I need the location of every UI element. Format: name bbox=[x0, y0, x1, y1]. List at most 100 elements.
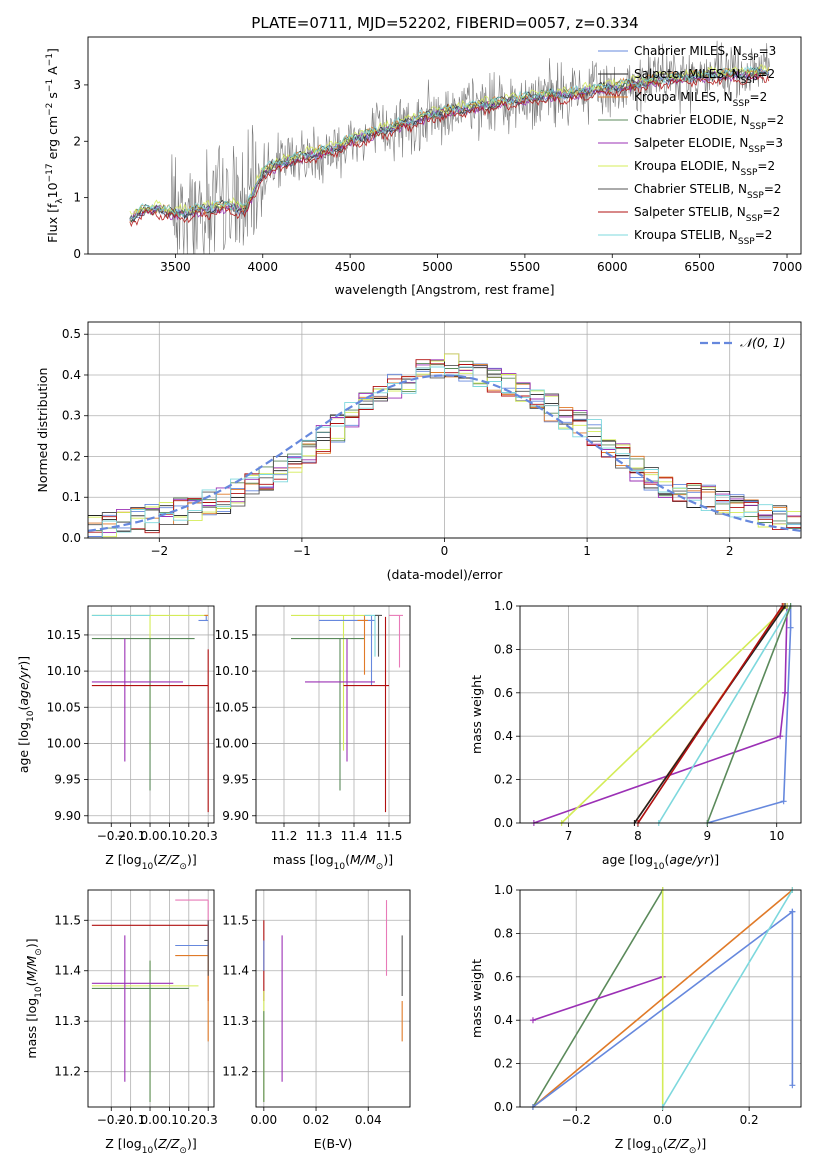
y-tick-label: 9.95 bbox=[54, 773, 81, 787]
y-axis-label: mass weight bbox=[469, 675, 484, 754]
x-tick-label: 0.02 bbox=[303, 1113, 330, 1127]
y-tick-label: 11.2 bbox=[222, 1065, 249, 1079]
y-tick-label: 0.8 bbox=[494, 926, 513, 940]
x-tick-label: 0.0 bbox=[653, 1113, 672, 1127]
errorbar-marks bbox=[91, 614, 209, 813]
x-tick-label: 11.2 bbox=[271, 829, 298, 843]
legend-entry: Chabrier STELIB, NSSP=2 bbox=[634, 182, 782, 201]
axes-frame bbox=[87, 889, 215, 1108]
spectrum-lines bbox=[129, 40, 770, 254]
cumulative-lines bbox=[530, 603, 794, 826]
x-tick-label: 4500 bbox=[335, 260, 366, 274]
x-tick-label: 8 bbox=[634, 829, 642, 843]
y-axis-label: Flux [fλ10−17 erg cm−2 s−1 A−1] bbox=[45, 48, 65, 243]
plus-marker bbox=[780, 798, 787, 805]
histogram-series-step bbox=[88, 366, 801, 538]
x-tick-label: 10 bbox=[769, 829, 784, 843]
cumulative-line bbox=[532, 889, 793, 1108]
x-axis-label: (data-model)/error bbox=[387, 567, 504, 582]
y-tick-label: 10.00 bbox=[215, 736, 249, 750]
x-tick-label: 5000 bbox=[422, 260, 453, 274]
x-tick-label: 0.0 bbox=[140, 1113, 159, 1127]
y-tick-label: 0.2 bbox=[494, 1057, 513, 1071]
legend-entry: Kroupa ELODIE, NSSP=2 bbox=[634, 159, 775, 178]
errorbar-marks bbox=[263, 900, 403, 1102]
y-tick-label: 11.3 bbox=[222, 1014, 249, 1028]
x-tick-label: 0.3 bbox=[199, 1113, 218, 1127]
y-tick-label: 10.15 bbox=[215, 628, 249, 642]
spectrum-model-line bbox=[129, 65, 770, 221]
y-axis-label: Normed distribution bbox=[35, 368, 50, 493]
x-tick-label: −1 bbox=[293, 544, 311, 558]
age-vs-mass-panel: 11.2 11.3 11.4 11.5 9.90 9.95 10.00 10.05 10.10 1… bbox=[215, 605, 411, 872]
axes-frame bbox=[87, 321, 802, 539]
legend-entry: Chabrier MILES, NSSP=3 bbox=[634, 44, 776, 63]
y-tick-label: 0.2 bbox=[62, 449, 81, 463]
y-tick-label: 0.6 bbox=[494, 970, 513, 984]
x-axis-label: Z [log10(Z/Z⊙)] bbox=[105, 1136, 196, 1156]
x-tick-label: 7 bbox=[565, 829, 573, 843]
x-tick-label: 11.3 bbox=[306, 829, 333, 843]
y-tick-label: 10.00 bbox=[47, 736, 81, 750]
y-tick-label: 10.05 bbox=[215, 700, 249, 714]
errorbar-marks bbox=[91, 899, 209, 1102]
y-axis-label: mass weight bbox=[469, 959, 484, 1038]
mass-weight-vs-Z-panel: −0.2 0.0 0.2 0.0 0.2 0.4 0.6 0.8 1.0 Z [log10(Z/Z… bbox=[469, 883, 802, 1156]
y-tick-label: 1 bbox=[73, 191, 81, 205]
y-tick-label: 10.15 bbox=[47, 628, 81, 642]
legend-entry: Salpeter STELIB, NSSP=2 bbox=[634, 205, 780, 224]
y-tick-label: 10.05 bbox=[47, 700, 81, 714]
plus-marker bbox=[789, 908, 796, 915]
x-tick-label: 11.5 bbox=[376, 829, 403, 843]
axes-frame bbox=[87, 605, 215, 824]
legend-entry: Salpeter MILES, NSSP=2 bbox=[634, 67, 775, 86]
y-tick-label: 0.6 bbox=[494, 686, 513, 700]
legend-entry: 𝒩(0, 1) bbox=[740, 335, 786, 350]
x-tick-label: 2 bbox=[726, 544, 734, 558]
y-tick-label: 9.90 bbox=[54, 809, 81, 823]
y-axis-label: mass [log10(M/M⊙)] bbox=[24, 938, 44, 1058]
y-tick-label: 3 bbox=[73, 78, 81, 92]
cumulative-line bbox=[706, 605, 792, 824]
mass-vs-Z-panel: −0.2−0.10.0 0.1 0.2 0.3 11.2 11.3 11.4 11.5 Z [l… bbox=[24, 889, 218, 1156]
x-tick-label: 9 bbox=[704, 829, 712, 843]
figure-title: PLATE=0711, MJD=52202, FIBERID=0057, z=0… bbox=[251, 14, 638, 32]
y-tick-label: 0.4 bbox=[62, 368, 81, 382]
x-tick-label: 11.4 bbox=[341, 829, 368, 843]
y-tick-label: 11.4 bbox=[54, 964, 81, 978]
y-tick-label: 0.5 bbox=[62, 327, 81, 341]
axes-frame bbox=[519, 889, 802, 1108]
y-tick-label: 10.10 bbox=[215, 664, 249, 678]
cumulative-line bbox=[533, 605, 788, 824]
y-tick-label: 0.0 bbox=[494, 1100, 513, 1114]
plus-marker bbox=[777, 733, 784, 740]
x-tick-label: 0.1 bbox=[160, 1113, 179, 1127]
x-tick-label: 4000 bbox=[247, 260, 278, 274]
mass-vs-EBV-panel: 0.00 0.02 0.04 11.2 11.3 11.4 11.5 E(B-V) bbox=[222, 889, 411, 1151]
x-tick-label: −2 bbox=[150, 544, 168, 558]
histogram-steps bbox=[88, 353, 801, 538]
x-axis-label: age [log10(age/yr)] bbox=[602, 852, 719, 872]
y-tick-label: 0 bbox=[73, 247, 81, 261]
legend-entry: Salpeter ELODIE, NSSP=3 bbox=[634, 136, 783, 155]
x-tick-label: 0.0 bbox=[140, 829, 159, 843]
x-tick-label: −0.1 bbox=[116, 1113, 145, 1127]
x-tick-label: 0.04 bbox=[355, 1113, 382, 1127]
cumulative-line bbox=[637, 605, 783, 824]
spectrum-data-line bbox=[129, 40, 770, 254]
spectrum-model-line bbox=[129, 72, 770, 228]
y-tick-label: 0.0 bbox=[494, 816, 513, 830]
y-tick-label: 10.10 bbox=[47, 664, 81, 678]
y-tick-label: 9.90 bbox=[222, 809, 249, 823]
y-tick-label: 2 bbox=[73, 134, 81, 148]
x-tick-label: 6500 bbox=[684, 260, 715, 274]
x-axis-label: mass [log10(M/M⊙)] bbox=[273, 852, 393, 872]
cumulative-line bbox=[658, 605, 792, 824]
mass-weight-vs-age-panel: 7 8 9 10 0.0 0.2 0.4 0.6 0.8 1.0 age [log10(age/yr… bbox=[469, 599, 802, 872]
panels-group: 3500 4000 4500 5000 5500 6000 6500 7000 0 1 2 3 wave… bbox=[16, 36, 802, 1156]
axes-frame bbox=[519, 605, 802, 824]
y-tick-label: 1.0 bbox=[494, 883, 513, 897]
y-tick-label: 0.4 bbox=[494, 729, 513, 743]
plus-marker bbox=[782, 689, 789, 696]
